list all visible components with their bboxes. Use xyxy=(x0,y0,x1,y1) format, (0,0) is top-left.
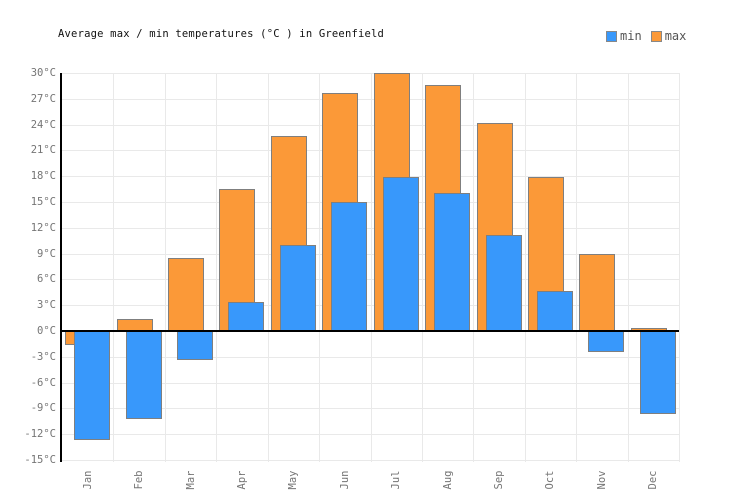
v-gridline-12 xyxy=(679,73,680,462)
v-gridline-6 xyxy=(370,73,372,462)
x-axis-label-jan: Jan xyxy=(81,470,94,490)
bar-min-oct[interactable] xyxy=(536,291,573,331)
bar-min-dec[interactable] xyxy=(639,331,676,415)
v-gridline-2 xyxy=(164,73,166,462)
bar-min-apr[interactable] xyxy=(228,301,265,331)
bar-max-mar[interactable] xyxy=(168,257,205,331)
x-axis-label-nov: Nov xyxy=(595,470,608,490)
y-axis-line xyxy=(60,73,62,462)
x-axis-label-feb: Feb xyxy=(133,470,146,490)
v-gridline-1 xyxy=(113,73,115,462)
y-axis-label-30: 30°C xyxy=(30,67,56,79)
chart-title: Average max / min temperatures (°C ) in … xyxy=(58,28,385,40)
min-series-swatch-icon xyxy=(606,30,617,42)
legend-label-min: min xyxy=(620,29,642,43)
x-axis-label-mar: Mar xyxy=(184,470,197,490)
bar-min-aug[interactable] xyxy=(434,192,471,331)
x-axis-label-may: May xyxy=(287,470,300,490)
v-gridline-3 xyxy=(216,73,218,462)
x-axis-label-dec: Dec xyxy=(647,470,660,490)
y-axis-label-21: 21°C xyxy=(30,144,56,157)
bar-min-feb[interactable] xyxy=(125,331,162,419)
chart-legend: min max xyxy=(606,30,686,42)
v-gridline-4 xyxy=(267,73,269,462)
bar-min-may[interactable] xyxy=(279,245,316,331)
y-axis-label-6: 6°C xyxy=(37,273,56,286)
v-gridline-10 xyxy=(576,73,578,462)
y-axis-label--9: -9°C xyxy=(30,402,56,415)
bar-min-jan[interactable] xyxy=(74,331,111,441)
y-axis-label-15: 15°C xyxy=(30,196,56,208)
x-axis-label-jun: Jun xyxy=(338,470,351,490)
y-axis-label-3: 3°C xyxy=(37,299,56,312)
v-gridline-7 xyxy=(421,73,423,462)
bar-min-nov[interactable] xyxy=(588,331,625,352)
v-gridline-11 xyxy=(627,73,629,462)
y-axis-label-12: 12°C xyxy=(30,221,56,234)
bar-min-sep[interactable] xyxy=(485,234,522,331)
bar-min-mar[interactable] xyxy=(177,331,214,361)
y-axis-label--3: -3°C xyxy=(30,350,56,363)
v-gridline-5 xyxy=(319,73,321,462)
v-gridline-8 xyxy=(473,73,475,462)
bar-min-jul[interactable] xyxy=(382,177,419,331)
bar-max-nov[interactable] xyxy=(579,254,616,331)
y-axis-label-27: 27°C xyxy=(30,92,56,105)
y-axis-label-18: 18°C xyxy=(30,170,56,183)
x-axis-label-oct: Oct xyxy=(544,470,557,490)
v-gridline-9 xyxy=(524,73,526,462)
legend-item-min[interactable]: min xyxy=(606,30,642,42)
y-axis-label-0: 0°C xyxy=(37,325,56,337)
x-axis-label-aug: Aug xyxy=(441,470,454,490)
y-axis-label-24: 24°C xyxy=(30,118,56,131)
y-axis-label--6: -6°C xyxy=(30,376,56,389)
y-axis-label--12: -12°C xyxy=(24,428,56,441)
max-series-swatch-icon xyxy=(650,30,662,42)
y-axis-label--15: -15°C xyxy=(24,454,56,466)
x-axis-label-sep: Sep xyxy=(493,470,506,490)
zero-baseline xyxy=(62,330,679,332)
x-axis-label-apr: Apr xyxy=(235,470,248,490)
legend-label-max: max xyxy=(664,29,687,43)
y-axis-label-9: 9°C xyxy=(37,247,56,260)
legend-item-max[interactable]: max xyxy=(650,29,687,43)
bar-min-jun[interactable] xyxy=(331,202,368,331)
x-axis-label-jul: Jul xyxy=(390,470,403,490)
